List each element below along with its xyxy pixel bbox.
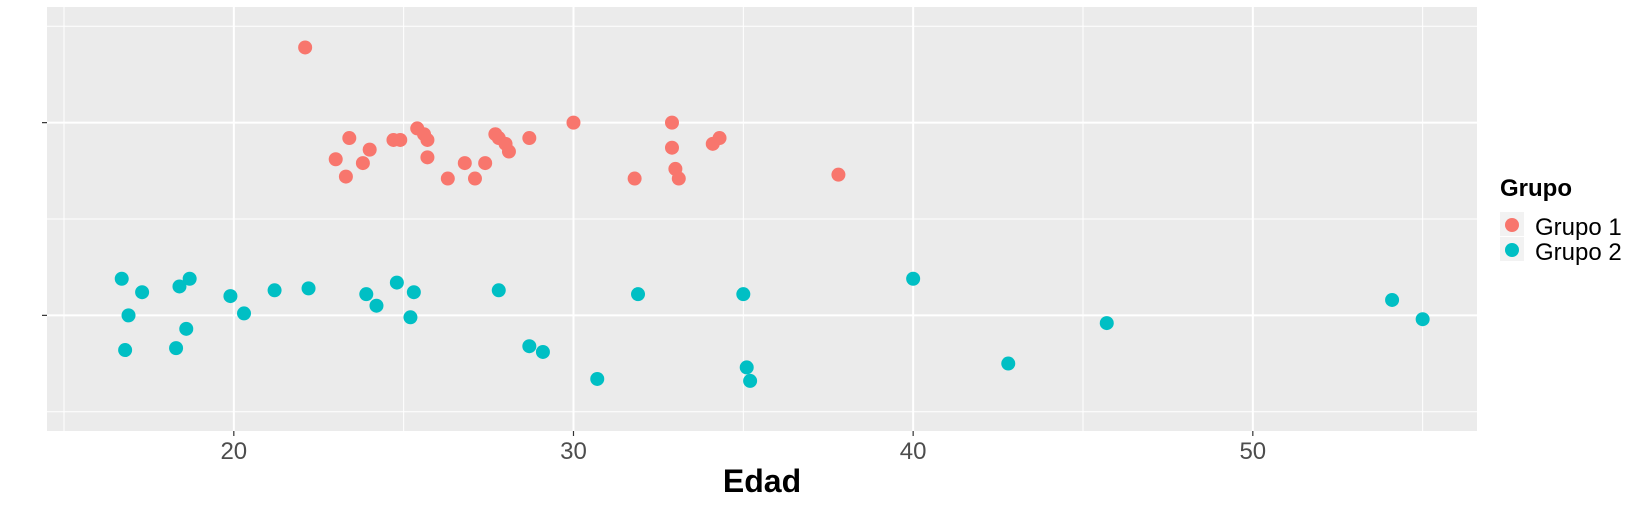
x-axis-title: Edad xyxy=(723,463,801,499)
point-grupo-2 xyxy=(118,343,133,358)
point-grupo-2 xyxy=(906,271,921,286)
point-grupo-2 xyxy=(1001,356,1016,371)
point-grupo-2 xyxy=(301,281,316,296)
point-grupo-1 xyxy=(342,131,357,146)
point-grupo-2 xyxy=(1099,316,1114,331)
x-tick-label: 50 xyxy=(1239,438,1266,465)
point-grupo-2 xyxy=(223,289,238,304)
point-grupo-1 xyxy=(298,40,313,55)
point-grupo-2 xyxy=(389,275,404,290)
point-grupo-2 xyxy=(491,283,506,298)
point-grupo-1 xyxy=(664,140,679,155)
axis-ticks xyxy=(42,122,1254,436)
point-grupo-1 xyxy=(338,169,353,184)
point-grupo-2 xyxy=(631,287,646,302)
point-grupo-2 xyxy=(1415,312,1430,327)
point-grupo-1 xyxy=(467,171,482,186)
point-grupo-1 xyxy=(457,156,472,171)
point-grupo-1 xyxy=(627,171,642,186)
grid-major xyxy=(47,7,1477,431)
point-grupo-1 xyxy=(362,142,377,157)
point-grupo-1 xyxy=(566,115,581,130)
point-grupo-1 xyxy=(664,115,679,130)
point-grupo-2 xyxy=(267,283,282,298)
point-grupo-1 xyxy=(831,167,846,182)
point-grupo-1 xyxy=(328,152,343,167)
legend: Grupo Grupo 1 Grupo 2 xyxy=(1500,175,1622,266)
point-grupo-1 xyxy=(355,156,370,171)
point-grupo-2 xyxy=(172,279,187,294)
legend-key-grupo-2 xyxy=(1505,243,1519,257)
point-grupo-2 xyxy=(406,285,421,300)
point-grupo-2 xyxy=(114,271,129,286)
legend-key-grupo-1 xyxy=(1505,218,1519,232)
point-grupo-1 xyxy=(420,150,435,165)
legend-label-grupo-2: Grupo 2 xyxy=(1535,239,1622,266)
point-grupo-2 xyxy=(736,287,751,302)
x-tick-label: 20 xyxy=(220,438,247,465)
point-grupo-2 xyxy=(182,271,197,286)
point-grupo-2 xyxy=(135,285,150,300)
point-grupo-1 xyxy=(501,144,516,159)
point-grupo-2 xyxy=(522,339,537,354)
point-grupo-1 xyxy=(420,132,435,147)
point-grupo-2 xyxy=(369,298,384,313)
data-points xyxy=(114,40,1430,388)
legend-title: Grupo xyxy=(1500,175,1572,202)
point-grupo-2 xyxy=(403,310,418,325)
point-grupo-1 xyxy=(393,132,408,147)
grid-minor xyxy=(47,7,1477,431)
point-grupo-2 xyxy=(169,341,184,356)
point-grupo-2 xyxy=(179,321,194,336)
point-grupo-1 xyxy=(712,131,727,146)
x-tick-label: 40 xyxy=(900,438,927,465)
point-grupo-2 xyxy=(1385,292,1400,307)
point-grupo-1 xyxy=(671,171,686,186)
point-grupo-2 xyxy=(121,308,136,323)
x-tick-labels: 20 30 40 50 xyxy=(220,438,1266,465)
point-grupo-2 xyxy=(743,373,758,388)
point-grupo-2 xyxy=(237,306,252,321)
point-grupo-1 xyxy=(522,131,537,146)
point-grupo-2 xyxy=(590,371,605,386)
point-grupo-1 xyxy=(440,171,455,186)
point-grupo-2 xyxy=(535,344,550,359)
point-grupo-1 xyxy=(478,156,493,171)
legend-label-grupo-1: Grupo 1 xyxy=(1535,214,1622,241)
point-grupo-2 xyxy=(359,287,374,302)
point-grupo-2 xyxy=(739,360,754,375)
x-tick-label: 30 xyxy=(560,438,587,465)
